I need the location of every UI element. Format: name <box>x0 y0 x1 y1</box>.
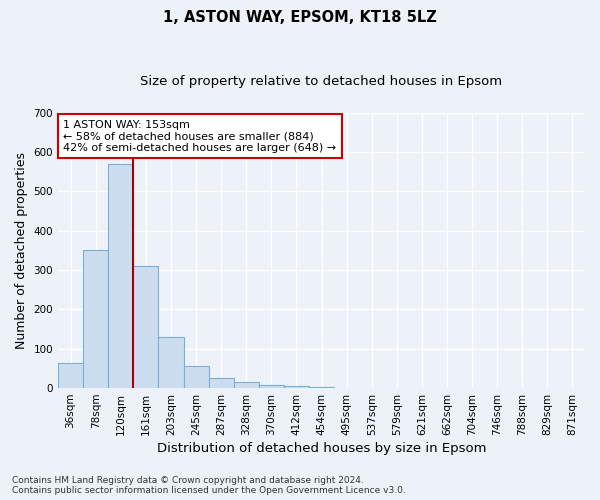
Title: Size of property relative to detached houses in Epsom: Size of property relative to detached ho… <box>140 75 503 88</box>
Bar <box>58 362 83 388</box>
Text: Contains HM Land Registry data © Crown copyright and database right 2024.
Contai: Contains HM Land Registry data © Crown c… <box>12 476 406 495</box>
Bar <box>259 385 284 388</box>
X-axis label: Distribution of detached houses by size in Epsom: Distribution of detached houses by size … <box>157 442 486 455</box>
Bar <box>133 266 158 388</box>
Bar <box>233 382 259 388</box>
Text: 1, ASTON WAY, EPSOM, KT18 5LZ: 1, ASTON WAY, EPSOM, KT18 5LZ <box>163 10 437 25</box>
Text: 1 ASTON WAY: 153sqm
← 58% of detached houses are smaller (884)
42% of semi-detac: 1 ASTON WAY: 153sqm ← 58% of detached ho… <box>64 120 337 153</box>
Bar <box>108 164 133 388</box>
Bar <box>184 366 209 388</box>
Bar <box>284 386 309 388</box>
Bar <box>83 250 108 388</box>
Bar <box>209 378 233 388</box>
Bar <box>158 337 184 388</box>
Y-axis label: Number of detached properties: Number of detached properties <box>15 152 28 349</box>
